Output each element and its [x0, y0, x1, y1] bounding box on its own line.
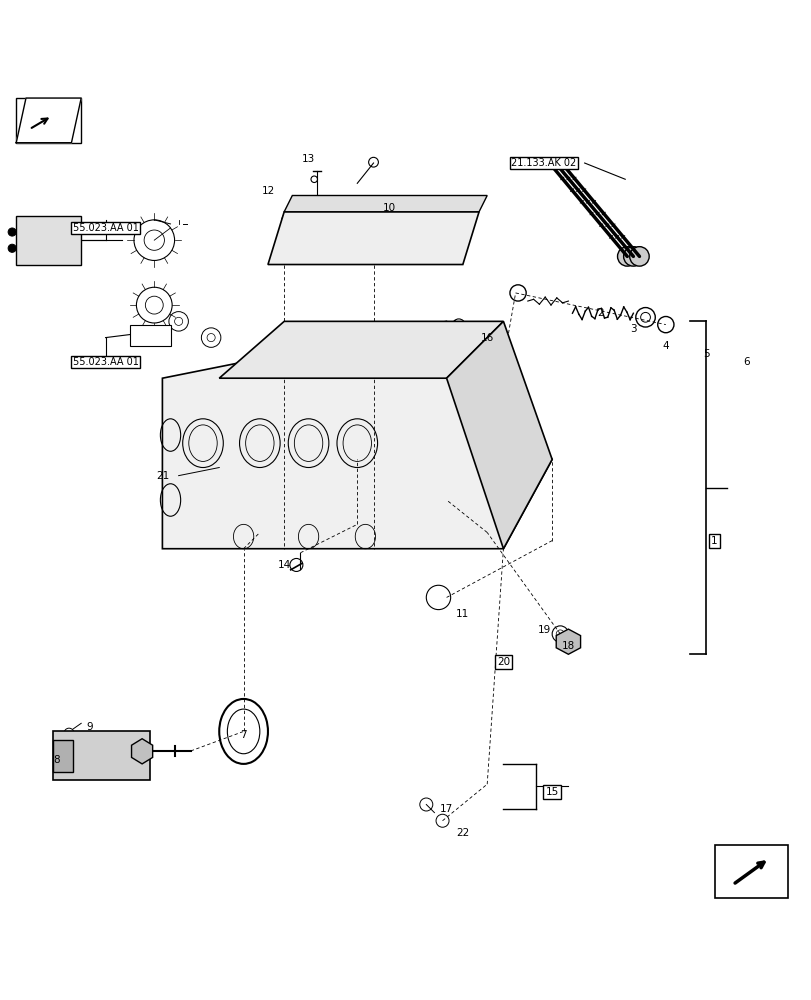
- Bar: [714, 845, 787, 898]
- Text: 21.133.AK 02: 21.133.AK 02: [511, 158, 576, 168]
- Text: 6: 6: [743, 357, 749, 367]
- Text: 22: 22: [456, 828, 469, 838]
- Text: 21: 21: [156, 471, 169, 481]
- Text: 14: 14: [277, 560, 290, 570]
- Text: 7: 7: [240, 730, 247, 740]
- Polygon shape: [446, 321, 551, 549]
- Polygon shape: [16, 98, 81, 143]
- Bar: [16, 98, 81, 143]
- Text: 17: 17: [440, 804, 453, 814]
- Bar: [53, 731, 150, 780]
- Text: 18: 18: [561, 641, 574, 651]
- Text: 1: 1: [710, 536, 717, 546]
- Text: 12: 12: [261, 186, 274, 196]
- Polygon shape: [284, 196, 487, 212]
- Text: 16: 16: [480, 333, 493, 343]
- Text: 9: 9: [86, 722, 92, 732]
- Bar: [130, 325, 170, 346]
- Polygon shape: [219, 321, 503, 378]
- Text: 55.023.AA 01: 55.023.AA 01: [72, 223, 139, 233]
- Bar: [16, 216, 81, 265]
- Text: 20: 20: [496, 657, 509, 667]
- Bar: [53, 740, 73, 772]
- Text: 19: 19: [537, 625, 550, 635]
- Text: 8: 8: [54, 755, 60, 765]
- Text: 13: 13: [302, 154, 315, 164]
- Text: 4: 4: [662, 341, 668, 351]
- Circle shape: [629, 247, 649, 266]
- Circle shape: [616, 247, 636, 266]
- Text: 55.023.AA 01: 55.023.AA 01: [72, 357, 139, 367]
- Polygon shape: [131, 739, 152, 764]
- Text: 11: 11: [456, 609, 469, 619]
- Text: 2: 2: [597, 308, 603, 318]
- Polygon shape: [162, 321, 551, 549]
- Polygon shape: [268, 212, 478, 265]
- Polygon shape: [556, 629, 580, 654]
- Circle shape: [8, 244, 16, 252]
- Circle shape: [8, 228, 16, 236]
- Text: 3: 3: [629, 324, 636, 334]
- Text: 10: 10: [383, 203, 396, 213]
- Text: 15: 15: [545, 787, 558, 797]
- Circle shape: [623, 247, 642, 266]
- Text: 5: 5: [702, 349, 709, 359]
